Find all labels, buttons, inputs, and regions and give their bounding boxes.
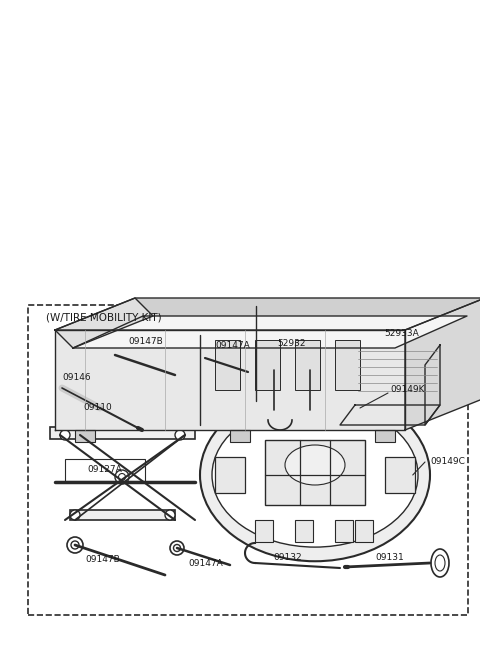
Text: 09147A: 09147A: [215, 340, 250, 350]
Ellipse shape: [212, 403, 418, 547]
Text: 09147B: 09147B: [128, 337, 163, 346]
Polygon shape: [405, 298, 480, 430]
Bar: [385, 457, 415, 493]
Polygon shape: [55, 298, 480, 330]
Bar: [230, 430, 250, 442]
Polygon shape: [55, 330, 405, 430]
Ellipse shape: [274, 402, 310, 418]
Text: 52933A: 52933A: [384, 329, 420, 337]
Bar: [375, 430, 395, 442]
Text: 09127A: 09127A: [88, 466, 122, 474]
Bar: [255, 520, 273, 542]
Text: 52932: 52932: [278, 338, 306, 348]
Bar: [335, 340, 360, 390]
Circle shape: [170, 541, 184, 555]
Circle shape: [199, 352, 211, 364]
Text: 09132: 09132: [274, 554, 302, 562]
Text: 09110: 09110: [84, 403, 112, 411]
Bar: [295, 520, 313, 542]
Circle shape: [70, 510, 80, 520]
Bar: [355, 520, 373, 542]
Ellipse shape: [285, 445, 345, 485]
Ellipse shape: [431, 549, 449, 577]
Bar: [355, 345, 440, 405]
Bar: [295, 340, 320, 390]
Circle shape: [67, 537, 83, 553]
Polygon shape: [73, 316, 467, 348]
Circle shape: [115, 470, 129, 484]
Text: 09147A: 09147A: [188, 558, 223, 567]
Bar: [28, 305, 468, 615]
Bar: [50, 427, 195, 439]
Bar: [215, 457, 245, 493]
Polygon shape: [425, 345, 440, 425]
Bar: [265, 440, 365, 505]
Polygon shape: [340, 405, 440, 425]
Circle shape: [108, 348, 122, 362]
Ellipse shape: [274, 362, 310, 378]
Circle shape: [60, 430, 70, 440]
Text: 09131: 09131: [376, 554, 404, 562]
Bar: [255, 340, 280, 390]
Circle shape: [175, 430, 185, 440]
Bar: [215, 340, 240, 390]
Polygon shape: [55, 298, 153, 348]
Text: (W/TIRE MOBILITY KIT): (W/TIRE MOBILITY KIT): [46, 313, 162, 323]
Text: 09146: 09146: [62, 373, 91, 382]
Bar: [65, 459, 145, 481]
Bar: [70, 510, 175, 520]
Circle shape: [165, 510, 175, 520]
Bar: [335, 520, 353, 542]
Bar: [75, 430, 95, 442]
Text: 09147B: 09147B: [85, 556, 120, 565]
Text: 09149C: 09149C: [430, 457, 465, 466]
Text: 09149K: 09149K: [390, 386, 424, 394]
Ellipse shape: [200, 389, 430, 562]
